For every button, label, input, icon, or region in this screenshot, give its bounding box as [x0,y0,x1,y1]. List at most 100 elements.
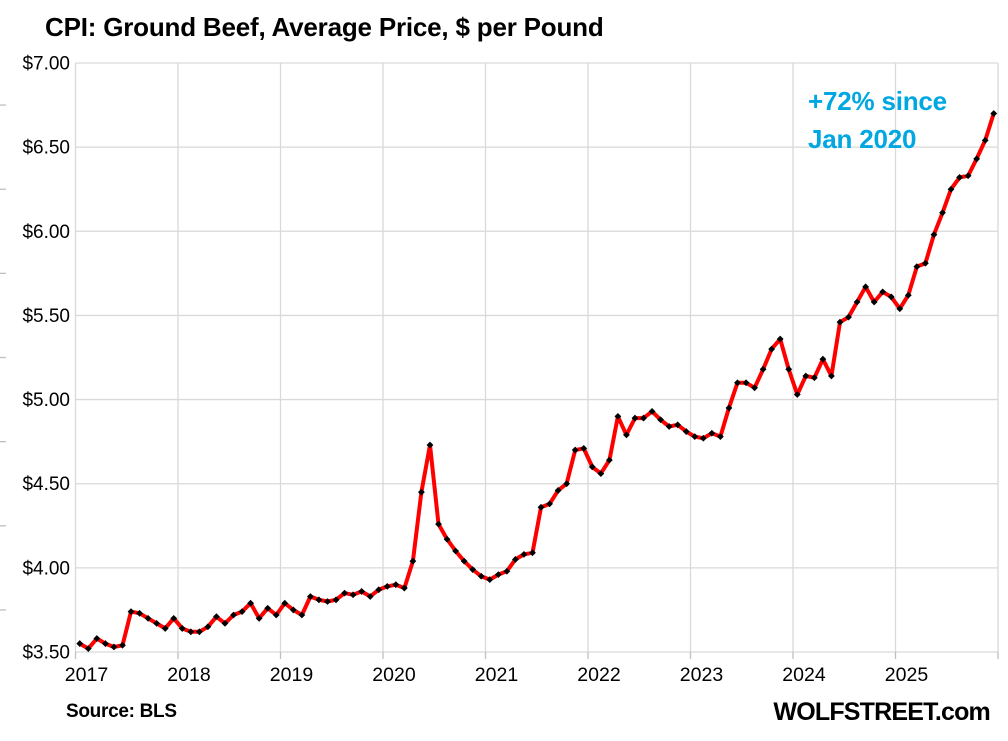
data-point-marker [178,625,186,632]
data-point-marker [828,372,835,380]
y-tick-label: $6.00 [22,222,70,243]
x-tick-label: 2020 [372,664,416,686]
data-point-marker [554,487,562,494]
data-point-marker [153,619,161,627]
data-point-marker [887,293,895,301]
y-tick-label: $6.50 [22,138,70,159]
data-point-marker [725,404,733,412]
data-point-marker [759,365,767,373]
data-point-marker [503,567,511,575]
data-point-marker [947,185,955,193]
data-point-marker [383,582,391,590]
data-point-marker [409,557,417,565]
data-point-marker [990,110,998,117]
data-point-marker [418,488,425,496]
data-point-marker [802,372,810,380]
data-point-marker [529,549,536,557]
data-point-marker [981,137,989,144]
data-point-marker [110,643,118,651]
data-point-marker [238,608,246,616]
x-tick-label: 2022 [577,664,620,686]
data-point-marker [853,298,861,306]
data-point-marker [921,259,929,267]
data-point-marker [939,209,946,217]
data-point-marker [392,581,400,589]
data-point-marker [742,379,750,387]
data-point-marker [101,640,109,647]
data-point-marker [306,593,314,600]
data-point-marker [716,433,724,440]
data-point-marker [520,550,528,558]
data-point-marker [751,384,758,392]
data-point-marker [546,500,553,508]
data-point-marker [358,588,366,595]
data-point-marker [819,355,827,363]
x-tick-label: 2019 [270,664,313,686]
data-point-marker [349,591,357,599]
data-point-marker [537,503,545,511]
data-point-marker [563,480,571,488]
data-point-marker [84,645,92,653]
data-point-marker [879,288,887,296]
chart-title: CPI: Ground Beef, Average Price, $ per P… [45,12,604,42]
data-point-marker [930,231,938,239]
data-point-marker [699,434,707,442]
x-tick-label: 2021 [475,664,518,686]
data-point-marker [597,470,605,478]
y-tick-label: $4.50 [22,474,70,495]
data-point-marker [213,613,220,621]
annotation-line1: +72% since [808,86,947,116]
data-point-marker [136,609,143,617]
data-point-marker [281,599,289,607]
data-point-marker [161,625,169,632]
data-point-marker [289,606,297,614]
y-tick-label: $5.00 [22,390,70,411]
data-point-marker [341,589,348,597]
data-point-marker [708,429,716,437]
data-point-marker [682,428,690,435]
x-tick-label: 2023 [680,664,723,686]
data-point-marker [477,572,485,580]
y-tick-label: $4.00 [22,558,70,579]
data-point-marker [443,535,451,543]
annotation-line2: Jan 2020 [808,124,917,154]
y-tick-label: $7.00 [22,54,70,75]
data-point-marker [870,298,878,306]
data-point-marker [170,614,178,622]
data-point-marker [127,608,135,616]
data-point-marker [230,611,237,619]
data-point-marker [469,566,477,573]
annotation-pct-change: +72% since Jan 2020 [808,82,947,158]
data-point-marker [588,463,596,471]
data-point-marker [964,172,972,180]
data-point-marker [366,593,374,600]
x-tick-label: 2018 [167,664,210,686]
data-point-marker [93,635,101,642]
data-point-marker [76,640,84,647]
data-point-marker [264,604,272,612]
data-point-marker [400,584,408,592]
data-point-marker [973,155,981,163]
y-tick-label: $3.50 [22,643,70,664]
data-point-marker [768,345,776,353]
data-point-marker [674,421,682,429]
data-point-marker [785,365,793,373]
data-point-marker [734,379,741,387]
data-point-marker [665,423,673,430]
data-point-marker [195,628,203,636]
data-point-marker [631,414,639,422]
x-tick-label: 2017 [65,664,108,686]
data-point-marker [221,619,229,627]
data-point-marker [315,596,323,604]
data-point-marker [691,433,699,440]
data-point-marker [776,335,784,343]
data-point-marker [580,444,588,452]
data-point-marker [511,556,519,563]
data-point-marker [460,557,468,565]
data-point-marker [836,318,844,326]
data-point-marker [247,599,255,607]
source-note: Source: BLS [66,701,177,722]
data-point-marker [298,611,306,619]
